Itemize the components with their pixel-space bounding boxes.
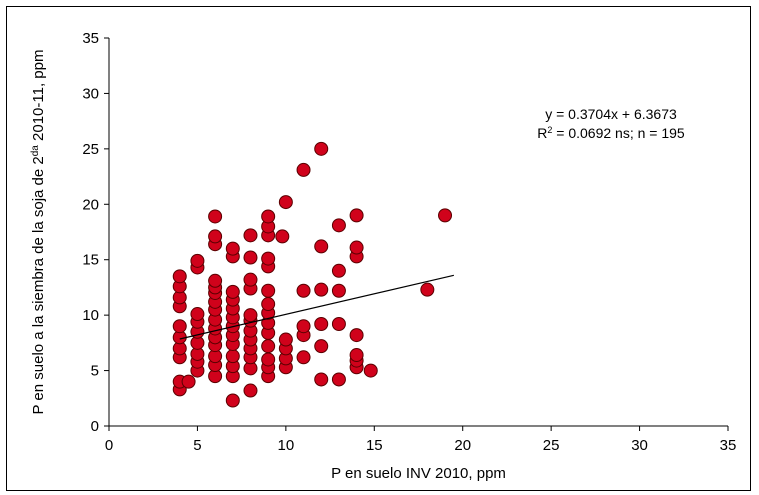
data-point — [331, 317, 346, 332]
data-point — [225, 349, 240, 364]
data-point — [190, 307, 205, 322]
data-point — [314, 141, 329, 156]
data-point — [261, 251, 276, 266]
data-point — [420, 282, 435, 297]
data-point — [331, 372, 346, 387]
data-point — [296, 319, 311, 334]
regression-r-superscript: 2 — [547, 125, 552, 135]
x-tick-label: 0 — [105, 437, 113, 454]
data-point — [261, 209, 276, 224]
data-point — [172, 319, 187, 334]
data-point — [314, 372, 329, 387]
data-point — [314, 239, 329, 254]
trendline — [179, 274, 455, 340]
data-point — [261, 352, 276, 367]
y-tick-label: 20 — [82, 196, 99, 213]
data-point — [243, 272, 258, 287]
chart-frame — [6, 6, 751, 491]
data-point — [181, 374, 196, 389]
data-point — [190, 253, 205, 268]
data-point — [225, 393, 240, 408]
x-tick-label: 25 — [543, 437, 560, 454]
data-point — [314, 339, 329, 354]
data-point — [225, 241, 240, 256]
data-point — [349, 328, 364, 343]
data-point — [349, 348, 364, 363]
data-point — [225, 284, 240, 299]
data-point — [331, 283, 346, 298]
data-point — [331, 218, 346, 233]
regression-equation: y = 0.3704x + 6.3673 — [545, 106, 677, 122]
data-point — [314, 282, 329, 297]
y-axis-label: P en suelo a la siembra de la soja de 2d… — [30, 50, 48, 415]
y-tick-label: 5 — [91, 363, 99, 380]
data-point — [296, 162, 311, 177]
data-point — [296, 283, 311, 298]
y-tick-label: 30 — [82, 85, 99, 102]
data-point — [278, 195, 293, 210]
data-point — [261, 339, 276, 354]
x-tick-label: 10 — [278, 437, 295, 454]
y-tick-label: 15 — [82, 252, 99, 269]
regression-stats: R2 = 0.0692 ns; n = 195 — [537, 125, 685, 141]
x-axis-label: P en suelo INV 2010, ppm — [331, 465, 506, 482]
y-tick-label: 0 — [91, 418, 99, 435]
y-tick-label: 25 — [82, 141, 99, 158]
y-tick-label: 35 — [82, 30, 99, 47]
data-point — [208, 229, 223, 244]
x-tick-label: 35 — [720, 437, 737, 454]
y-axis-label-main: P en suelo a la siembra de la soja de 2 — [30, 156, 47, 414]
data-point — [275, 229, 290, 244]
data-point — [296, 350, 311, 365]
data-point — [243, 250, 258, 265]
x-tick-label: 30 — [631, 437, 648, 454]
data-point — [314, 317, 329, 332]
y-tick-label: 10 — [82, 307, 99, 324]
data-point — [261, 283, 276, 298]
y-axis-label-tail: 2010-11, ppm — [30, 50, 47, 146]
data-point — [172, 269, 187, 284]
data-point — [363, 363, 378, 378]
data-point — [208, 273, 223, 288]
data-point — [243, 308, 258, 323]
data-point — [331, 263, 346, 278]
y-axis-label-superscript: da — [30, 145, 41, 157]
data-point — [208, 209, 223, 224]
data-point — [243, 228, 258, 243]
data-point — [349, 208, 364, 223]
data-point — [278, 332, 293, 347]
data-point — [261, 297, 276, 312]
data-point — [438, 208, 453, 223]
x-tick-label: 15 — [366, 437, 383, 454]
regression-stats-suffix: = 0.0692 ns; n = 195 — [552, 125, 685, 141]
x-tick-label: 20 — [454, 437, 471, 454]
data-point — [243, 383, 258, 398]
data-point — [349, 240, 364, 255]
x-tick-label: 5 — [193, 437, 201, 454]
regression-r: R — [537, 125, 547, 141]
